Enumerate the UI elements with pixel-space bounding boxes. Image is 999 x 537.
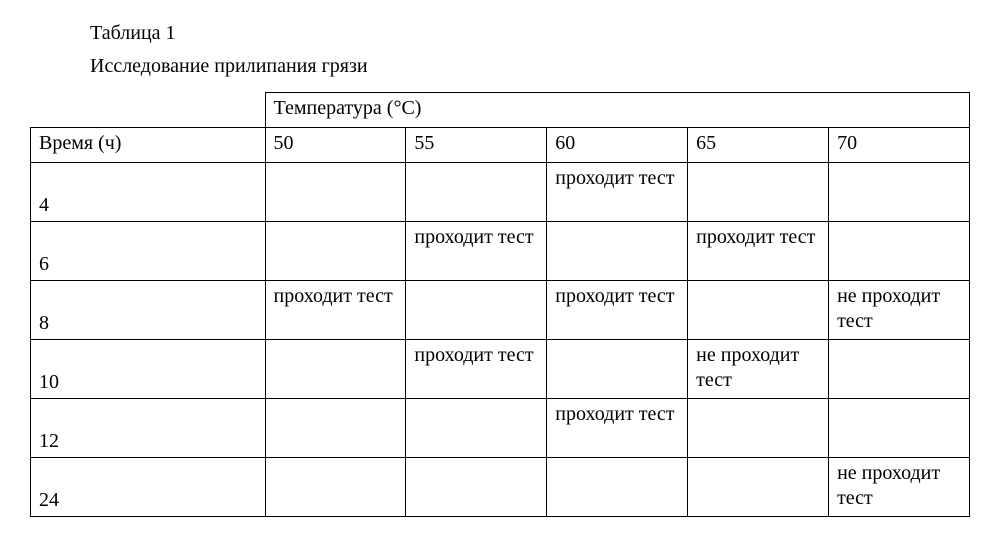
result-cell: [265, 340, 406, 399]
result-cell: [265, 399, 406, 458]
result-cell: проходит тест: [547, 399, 688, 458]
result-cell: не проходит тест: [829, 281, 970, 340]
result-cell: проходит тест: [547, 163, 688, 222]
result-cell: [829, 340, 970, 399]
time-cell: 10: [31, 340, 266, 399]
result-cell: [688, 399, 829, 458]
result-cell: проходит тест: [406, 340, 547, 399]
header-spacer: [31, 93, 266, 128]
result-cell: [829, 399, 970, 458]
table-row: 6 проходит тест проходит тест: [31, 222, 970, 281]
result-cell: [406, 399, 547, 458]
temp-header-3: 65: [688, 128, 829, 163]
table-row: 12 проходит тест: [31, 399, 970, 458]
temperature-group-header: Температура (°С): [265, 93, 970, 128]
time-cell: 24: [31, 458, 266, 517]
result-cell: не проходит тест: [688, 340, 829, 399]
time-cell: 12: [31, 399, 266, 458]
table-row: 10 проходит тест не проходит тест: [31, 340, 970, 399]
result-cell: не проходит тест: [829, 458, 970, 517]
header-row-2: Время (ч) 50 55 60 65 70: [31, 128, 970, 163]
table-title: Исследование прилипания грязи: [90, 55, 969, 78]
result-cell: [406, 458, 547, 517]
time-cell: 4: [31, 163, 266, 222]
temp-header-2: 60: [547, 128, 688, 163]
result-cell: [829, 222, 970, 281]
time-cell: 6: [31, 222, 266, 281]
result-cell: проходит тест: [688, 222, 829, 281]
result-cell: [265, 458, 406, 517]
result-cell: проходит тест: [406, 222, 547, 281]
result-cell: [688, 281, 829, 340]
time-header: Время (ч): [31, 128, 266, 163]
result-cell: [406, 281, 547, 340]
result-cell: [829, 163, 970, 222]
result-cell: [688, 163, 829, 222]
table-row: 8проходит тестпроходит тестне проходит т…: [31, 281, 970, 340]
table-caption-block: Таблица 1 Исследование прилипания грязи: [90, 22, 969, 78]
header-row-1: Температура (°С): [31, 93, 970, 128]
result-cell: [265, 222, 406, 281]
result-cell: [547, 458, 688, 517]
result-cell: [265, 163, 406, 222]
result-cell: [406, 163, 547, 222]
temp-header-1: 55: [406, 128, 547, 163]
result-cell: проходит тест: [265, 281, 406, 340]
result-cell: [547, 340, 688, 399]
table-number: Таблица 1: [90, 22, 969, 45]
temp-header-4: 70: [829, 128, 970, 163]
result-cell: [547, 222, 688, 281]
temp-header-0: 50: [265, 128, 406, 163]
result-cell: [688, 458, 829, 517]
adhesion-table: Температура (°С) Время (ч) 50 55 60 65 7…: [30, 92, 970, 517]
table-row: 4 проходит тест: [31, 163, 970, 222]
table-row: 24 не проходит тест: [31, 458, 970, 517]
time-cell: 8: [31, 281, 266, 340]
result-cell: проходит тест: [547, 281, 688, 340]
